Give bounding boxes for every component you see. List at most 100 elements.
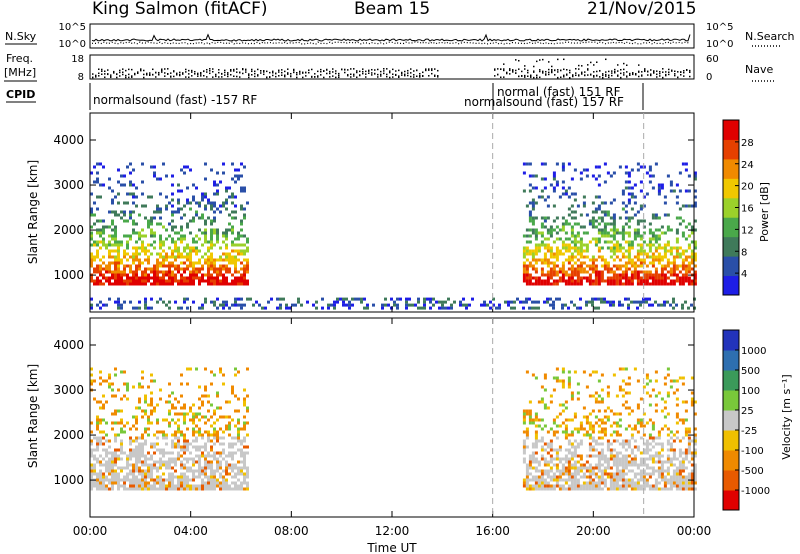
freq-dot	[503, 69, 505, 72]
freq-dot	[539, 70, 541, 73]
heatmap-cell	[546, 261, 550, 265]
heatmap-cell	[225, 463, 228, 467]
heatmap-cell	[135, 246, 138, 250]
heatmap-cell	[654, 403, 658, 407]
heatmap-cell	[165, 436, 168, 440]
freq-dot	[152, 68, 154, 71]
heatmap-cell	[657, 183, 661, 187]
heatmap-cell	[102, 240, 105, 244]
heatmap-cell	[147, 255, 150, 259]
heatmap-cell	[177, 439, 180, 443]
heatmap-cell	[210, 424, 213, 428]
heatmap-cell	[594, 391, 598, 395]
heatmap-cell	[621, 478, 625, 482]
heatmap-cell	[663, 255, 667, 259]
heatmap-cell	[168, 481, 171, 485]
freq-dot	[653, 71, 655, 73]
heatmap-cell	[540, 445, 544, 449]
heatmap-cell	[192, 433, 195, 437]
heatmap-cell	[342, 300, 345, 304]
heatmap-cell	[243, 207, 246, 211]
heatmap-cell	[681, 234, 685, 238]
heatmap-cell	[642, 273, 646, 277]
heatmap-cell	[576, 270, 580, 274]
freq-dot	[554, 69, 556, 71]
heatmap-cell	[642, 475, 646, 479]
heatmap-cell	[540, 282, 544, 286]
freq-dot	[266, 70, 268, 73]
heatmap-cell	[636, 445, 640, 449]
heatmap-cell	[126, 246, 129, 250]
heatmap-cell	[174, 460, 177, 464]
heatmap-cell	[99, 478, 102, 482]
heatmap-cell	[675, 276, 679, 280]
heatmap-cell	[591, 261, 595, 265]
heatmap-cell	[156, 177, 159, 181]
nave-dot	[548, 61, 550, 63]
heatmap-cell	[633, 213, 637, 217]
heatmap-cell	[570, 234, 574, 238]
heatmap-cell	[213, 442, 216, 446]
heatmap-cell	[192, 445, 195, 449]
heatmap-cell	[678, 451, 682, 455]
heatmap-cell	[159, 397, 162, 401]
heatmap-cell	[213, 261, 216, 265]
heatmap-cell	[246, 237, 249, 241]
heatmap-cell	[153, 216, 156, 220]
heatmap-cell	[222, 276, 225, 280]
heatmap-cell	[183, 442, 186, 446]
heatmap-cell	[213, 430, 216, 434]
heatmap-cell	[603, 162, 607, 166]
heatmap-cell	[114, 457, 117, 461]
heatmap-cell	[147, 385, 150, 389]
heatmap-cell	[654, 273, 658, 277]
freq-dot	[674, 73, 676, 75]
heatmap-cell	[129, 255, 132, 259]
heatmap-cell	[546, 430, 550, 434]
heatmap-cell	[609, 249, 613, 253]
heatmap-cell	[609, 222, 613, 226]
freq-dot	[536, 74, 538, 77]
heatmap-cell	[138, 460, 141, 464]
freq-dot	[677, 71, 679, 73]
heatmap-cell	[231, 273, 234, 277]
heatmap-cell	[537, 306, 540, 310]
heatmap-cell	[528, 463, 532, 467]
freq-dot	[179, 74, 181, 77]
heatmap-cell	[540, 400, 544, 404]
heatmap-cell	[690, 261, 694, 265]
heatmap-cell	[570, 481, 574, 485]
heatmap-cell	[231, 385, 234, 389]
heatmap-cell	[546, 460, 550, 464]
heatmap-cell	[537, 246, 541, 250]
heatmap-cell	[105, 478, 108, 482]
heatmap-cell	[579, 484, 583, 488]
heatmap-cell	[138, 279, 141, 283]
colorbar-swatch	[723, 350, 739, 371]
heatmap-cell	[234, 303, 237, 307]
heatmap-cell	[210, 273, 213, 277]
heatmap-cell	[651, 279, 655, 283]
heatmap-cell	[579, 246, 583, 250]
heatmap-cell	[204, 228, 207, 232]
heatmap-cell	[186, 258, 189, 262]
nave-dot	[503, 63, 505, 65]
heatmap-cell	[192, 246, 195, 250]
heatmap-cell	[132, 472, 135, 476]
heatmap-cell	[198, 216, 201, 220]
freq-dot	[551, 71, 553, 74]
heatmap-cell	[570, 228, 574, 232]
heatmap-cell	[588, 424, 592, 428]
heatmap-cell	[483, 303, 486, 307]
colorbar-swatch	[723, 390, 739, 411]
heatmap-cell	[114, 231, 117, 235]
heatmap-cell	[675, 273, 679, 277]
heatmap-cell	[561, 463, 565, 467]
heatmap-cell	[624, 382, 628, 386]
heatmap-cell	[528, 472, 532, 476]
heatmap-cell	[102, 478, 105, 482]
heatmap-cell	[138, 252, 141, 256]
heatmap-cell	[468, 303, 471, 307]
heatmap-cell	[582, 231, 586, 235]
heatmap-cell	[615, 460, 619, 464]
